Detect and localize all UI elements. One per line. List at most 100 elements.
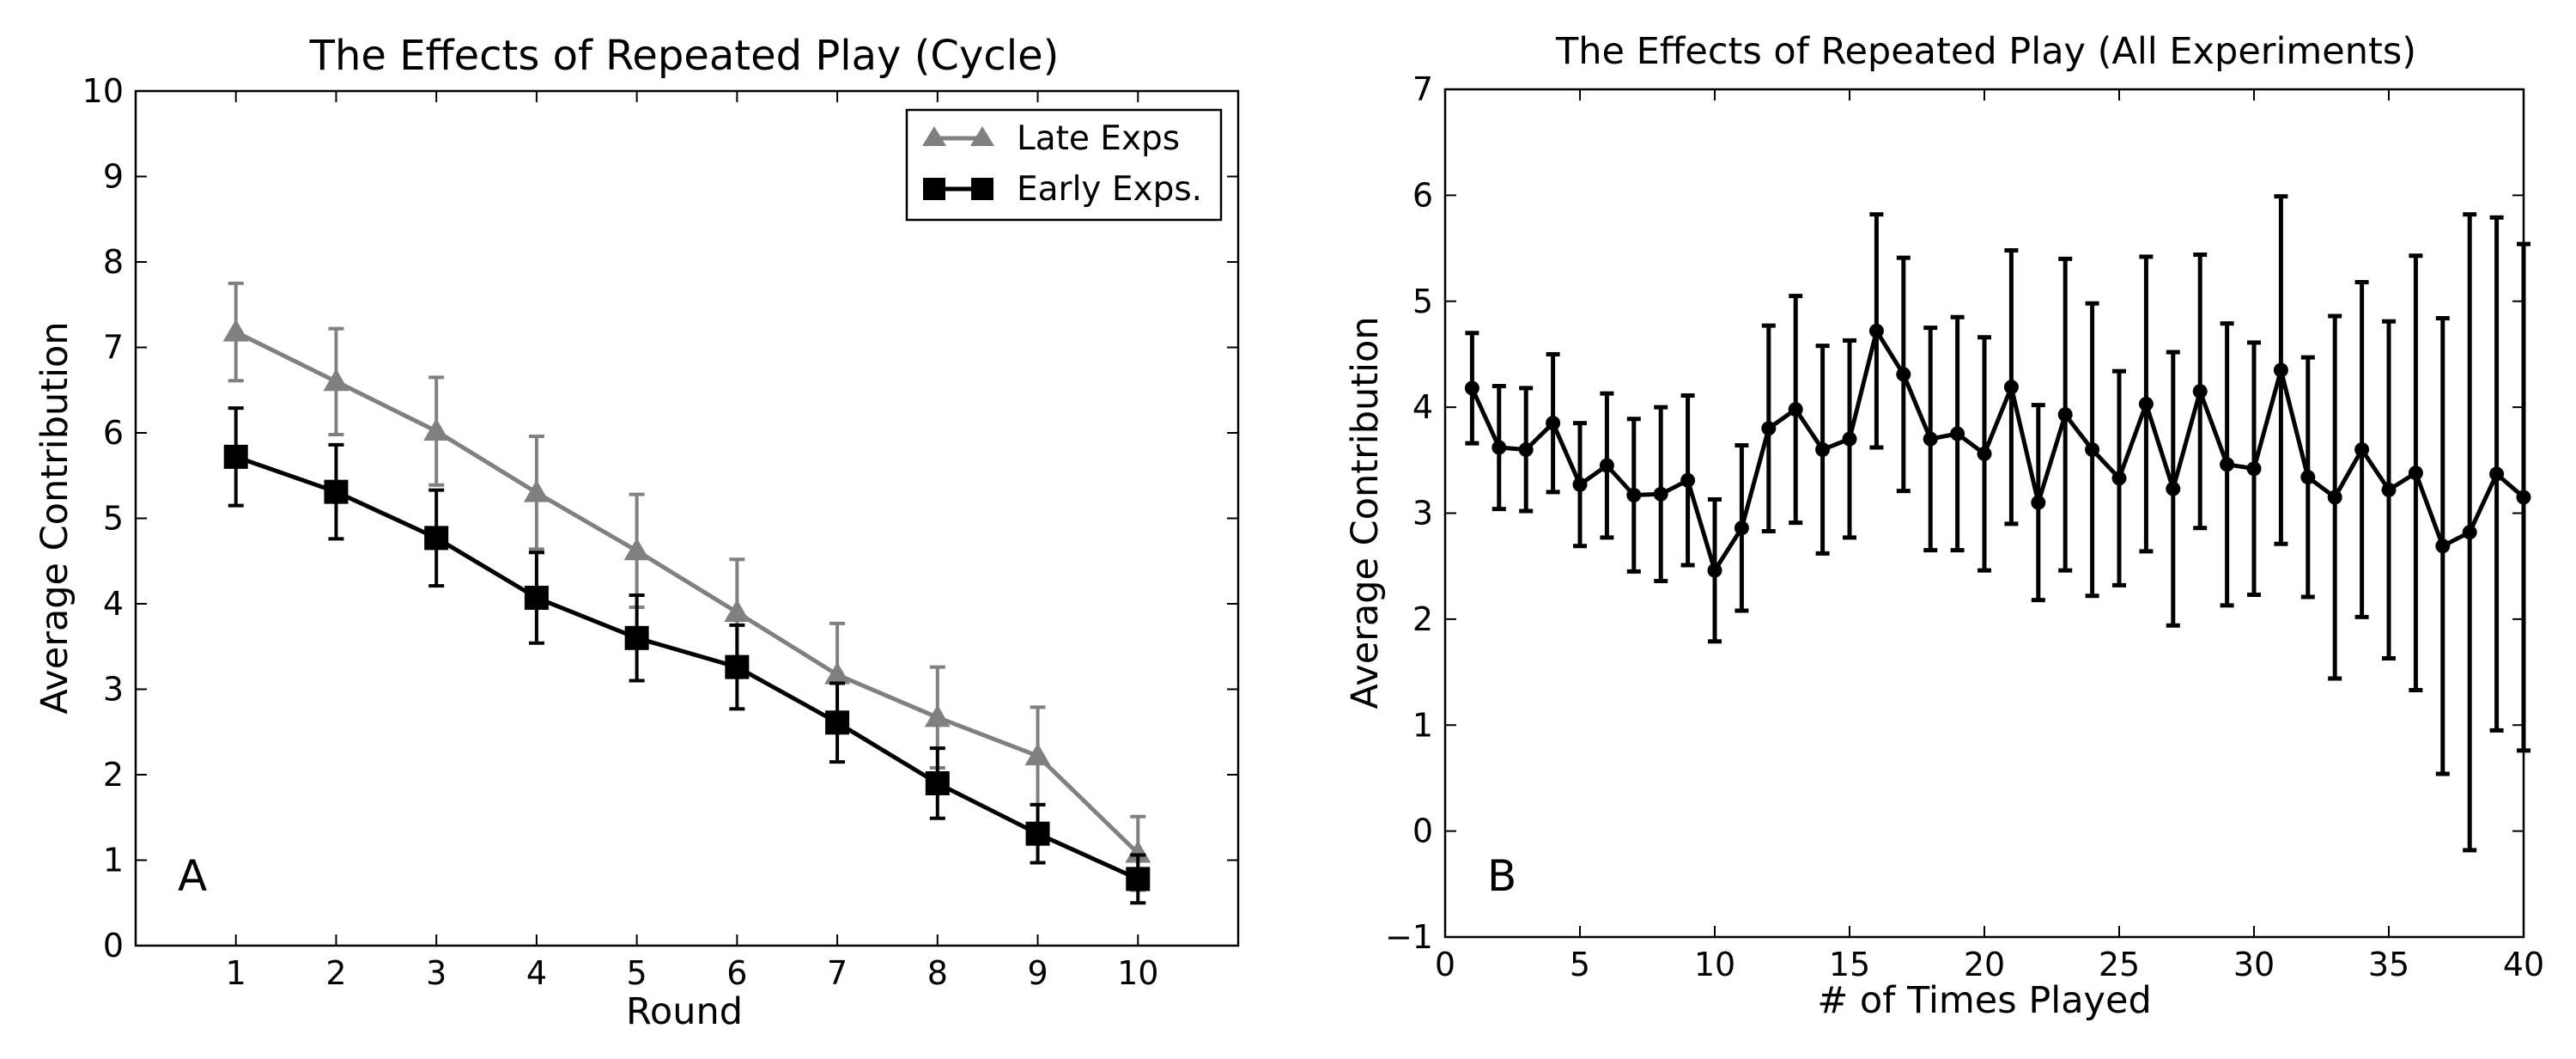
all-series-point (2031, 495, 2046, 510)
all-series-point (1734, 520, 1749, 536)
chart-b-ytick-label: 4 (1413, 388, 1433, 426)
chart-b-xtick-label: 20 (1964, 946, 2005, 983)
all-series-point (2166, 481, 2181, 496)
chart-a-ytick-label: 0 (103, 927, 124, 965)
chart-a-xtick-label: 4 (526, 954, 547, 992)
chart-a-ytick-label: 7 (103, 329, 124, 367)
all-series-point (2246, 461, 2262, 477)
all-series-point (2354, 441, 2370, 457)
chart-b-ytick-label: 2 (1413, 600, 1433, 638)
chart-a-ytick-label: 6 (103, 414, 124, 452)
chart-b-xtick-label: 15 (1829, 946, 1870, 983)
all-series-point (2057, 407, 2073, 423)
chart-a-xtick-label: 2 (325, 954, 346, 992)
all-series-point (2220, 457, 2235, 472)
early-series-point (624, 625, 649, 650)
late-series-point (323, 368, 349, 392)
chart-b-ytick-label: 1 (1413, 706, 1433, 744)
chart-b-title: The Effects of Repeated Play (All Experi… (1555, 30, 2416, 73)
chart-a-ytick-label: 8 (103, 243, 124, 281)
chart-a-ylabel: Average Contribution (33, 321, 76, 714)
all-series-point (1977, 446, 1992, 461)
legend-late-marker-left (922, 126, 946, 146)
all-series-point (1761, 421, 1777, 436)
all-series-point (2462, 525, 2477, 540)
legend-entry-late: Late Exps (922, 119, 1180, 158)
all-series-point (1599, 458, 1614, 473)
early-series-point (1126, 867, 1151, 892)
all-series-point (2300, 470, 2316, 485)
chart-a-xtick-label: 5 (627, 954, 647, 992)
legend-early-marker-left (923, 178, 945, 200)
all-series-point (2138, 396, 2154, 411)
chart-b-xlabel: # of Times Played (1817, 979, 2152, 1022)
legend-early-marker-right (971, 178, 993, 200)
all-series-point (2085, 441, 2100, 457)
all-series-point (1572, 477, 1588, 492)
early-series-line (234, 454, 1139, 881)
all-series-point (1546, 416, 1561, 431)
early-series-point (223, 444, 248, 469)
late-series-point (222, 319, 249, 342)
chart-a-ytick-label: 10 (82, 72, 124, 110)
all-series-point (2381, 482, 2397, 497)
all-series-point (1923, 431, 1938, 447)
all-series-point (1896, 367, 1911, 382)
chart-b-ytick-label: 0 (1413, 813, 1433, 850)
chart-b-xtick-label: 40 (2503, 946, 2544, 983)
early-series-point (424, 526, 449, 551)
chart-b-xtick-label: 30 (2233, 946, 2275, 983)
chart-a-ytick-label: 1 (103, 842, 124, 879)
all-series-point (2003, 380, 2019, 395)
chart-b-xtick-label: 25 (2099, 946, 2140, 983)
all-series-point (1680, 472, 1696, 488)
late-series-point (1024, 743, 1051, 766)
legend-late-marker-right (970, 126, 994, 146)
early-series-point (825, 710, 850, 735)
chart-b-xtick-label: 0 (1435, 946, 1455, 983)
early-series-point (524, 586, 549, 611)
chart-a-xtick-label: 8 (927, 954, 948, 992)
all-series-point (1950, 426, 1965, 441)
late-series-point (924, 704, 951, 727)
all-series-point (1464, 380, 1479, 396)
chart-a-xtick-label: 7 (827, 954, 848, 992)
chart-a-title: The Effects of Repeated Play (Cycle) (309, 32, 1060, 80)
late-series-point (523, 479, 550, 502)
chart-a-ytick-label: 9 (103, 158, 124, 196)
all-series-point (2408, 466, 2423, 481)
chart-b-ytick-label: 5 (1413, 283, 1433, 320)
all-series-line (1470, 328, 2525, 573)
chart-a-ytick-label: 4 (103, 585, 124, 623)
early-series-point (725, 654, 750, 679)
chart-panel-a: The Effects of Repeated Play (Cycle) 1 2 3… (33, 32, 1240, 1033)
all-series-point (2327, 490, 2342, 505)
legend-late-label: Late Exps (1017, 119, 1180, 158)
all-series-point (2273, 362, 2288, 378)
chart-a-xtick-label: 9 (1027, 954, 1048, 992)
chart-b-xtick-label: 10 (1694, 946, 1735, 983)
legend-entry-early: Early Exps. (923, 170, 1202, 209)
chart-a-xtick-label: 3 (426, 954, 447, 992)
chart-a-xtick-label: 6 (726, 954, 747, 992)
all-series-point (1492, 440, 1507, 455)
late-series-point (1125, 840, 1151, 863)
late-series-point (724, 599, 750, 622)
all-series-point (1815, 441, 1831, 457)
all-series-point (2489, 466, 2505, 482)
late-series-point (824, 661, 851, 685)
late-series-point (623, 538, 650, 561)
all-series-point (1788, 402, 1803, 417)
chart-b-ytick-label: −1 (1385, 918, 1433, 956)
legend-early-label: Early Exps. (1017, 170, 1202, 209)
chart-a-ytick-label: 5 (103, 500, 124, 538)
early-series-point (1025, 821, 1050, 846)
all-series-point (1653, 486, 1668, 502)
chart-b-ytick-label: 3 (1413, 495, 1433, 533)
chart-a-xtick-label: 10 (1117, 954, 1158, 992)
all-series-point (1626, 488, 1642, 503)
late-series-line (234, 330, 1140, 855)
all-series-point (2111, 471, 2127, 486)
chart-b-ylabel: Average Contribution (1344, 316, 1387, 709)
